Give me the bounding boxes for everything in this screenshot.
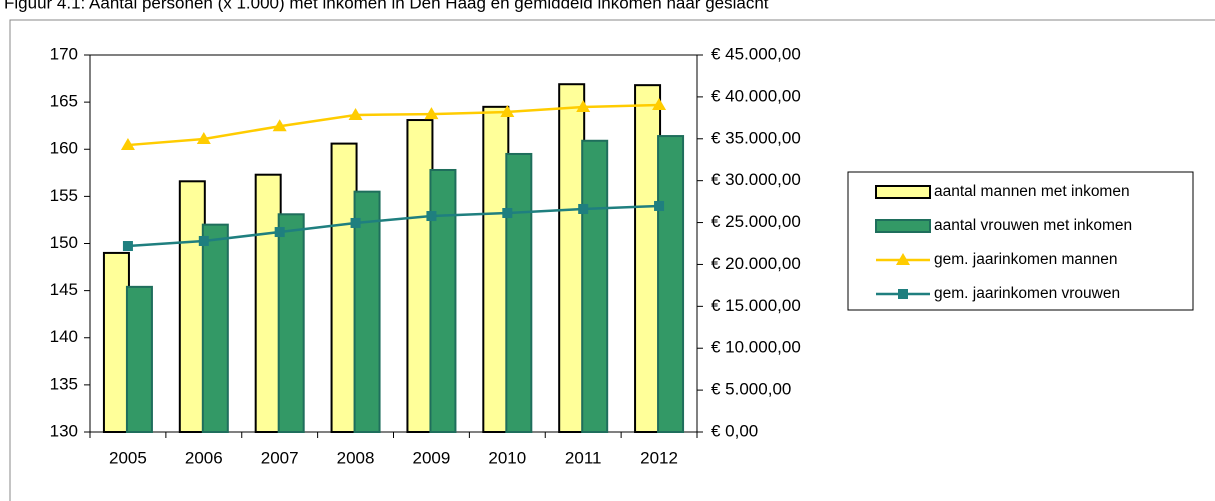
bar bbox=[406, 119, 434, 433]
point bbox=[120, 138, 135, 151]
y-tick-label: 150 bbox=[50, 233, 78, 252]
bar bbox=[482, 105, 510, 434]
bar bbox=[254, 173, 282, 433]
y-tick-label: 130 bbox=[50, 421, 78, 440]
bar bbox=[634, 84, 662, 433]
point bbox=[500, 104, 515, 117]
point bbox=[426, 211, 437, 222]
y-tick-label: 160 bbox=[50, 139, 78, 158]
y2-tick-label: € 10.000,00 bbox=[711, 338, 801, 357]
point bbox=[350, 217, 361, 228]
legend-label: gem. jaarinkomen mannen bbox=[934, 251, 1118, 268]
bar bbox=[505, 152, 533, 433]
bar bbox=[429, 168, 457, 434]
x-tick-label: 2008 bbox=[337, 448, 375, 467]
line bbox=[127, 103, 660, 147]
point bbox=[122, 241, 133, 252]
y2-tick-label: € 5.000,00 bbox=[711, 380, 791, 399]
x-tick-label: 2009 bbox=[413, 448, 451, 467]
legend-marker bbox=[898, 289, 908, 299]
y2-tick-label: € 45.000,00 bbox=[711, 44, 801, 63]
bar bbox=[125, 285, 153, 434]
bar bbox=[102, 251, 130, 433]
line bbox=[127, 204, 660, 248]
point bbox=[576, 100, 591, 113]
legend-label: aantal vrouwen met inkomen bbox=[934, 217, 1132, 234]
legend-marker bbox=[896, 253, 910, 265]
point bbox=[502, 208, 513, 219]
bar bbox=[353, 190, 381, 433]
point bbox=[652, 98, 667, 111]
x-tick-label: 2005 bbox=[109, 448, 147, 467]
y-tick-label: 170 bbox=[50, 44, 78, 63]
bar bbox=[657, 135, 685, 433]
y2-tick-label: € 0,00 bbox=[711, 421, 758, 440]
point bbox=[198, 235, 209, 246]
y2-tick-label: € 30.000,00 bbox=[711, 170, 801, 189]
chart-title: Figuur 4.1: Aantal personen (x 1.000) me… bbox=[4, 0, 769, 12]
x-tick-label: 2012 bbox=[640, 448, 678, 467]
x-tick-label: 2006 bbox=[185, 448, 223, 467]
x-tick-label: 2010 bbox=[488, 448, 526, 467]
bar bbox=[581, 139, 609, 434]
y-tick-label: 140 bbox=[50, 327, 78, 346]
x-tick-label: 2007 bbox=[261, 448, 299, 467]
point bbox=[654, 200, 665, 211]
point bbox=[424, 107, 439, 120]
legend-swatch bbox=[875, 219, 931, 233]
bar bbox=[178, 180, 206, 433]
point bbox=[196, 132, 211, 145]
y2-tick-label: € 35.000,00 bbox=[711, 128, 801, 147]
bar bbox=[201, 223, 229, 433]
bar bbox=[330, 142, 358, 433]
y2-tick-label: € 40.000,00 bbox=[711, 86, 801, 105]
y-tick-label: 155 bbox=[50, 186, 78, 205]
point bbox=[272, 119, 287, 132]
y2-tick-label: € 25.000,00 bbox=[711, 212, 801, 231]
point bbox=[578, 203, 589, 214]
y-tick-label: 135 bbox=[50, 374, 78, 393]
legend: aantal mannen met inkomen aantal vrouwen … bbox=[847, 171, 1194, 311]
legend-swatch bbox=[875, 185, 931, 199]
y2-tick-label: € 15.000,00 bbox=[711, 296, 801, 315]
point bbox=[274, 227, 285, 238]
y-tick-label: 165 bbox=[50, 92, 78, 111]
y2-tick-label: € 20.000,00 bbox=[711, 254, 801, 273]
bar bbox=[277, 213, 305, 433]
x-tick-label: 2011 bbox=[565, 448, 602, 467]
legend-label: gem. jaarinkomen vrouwen bbox=[934, 285, 1120, 302]
legend-label: aantal mannen met inkomen bbox=[934, 183, 1130, 200]
y-tick-label: 145 bbox=[50, 280, 78, 299]
bar bbox=[558, 83, 586, 433]
point bbox=[348, 107, 363, 120]
